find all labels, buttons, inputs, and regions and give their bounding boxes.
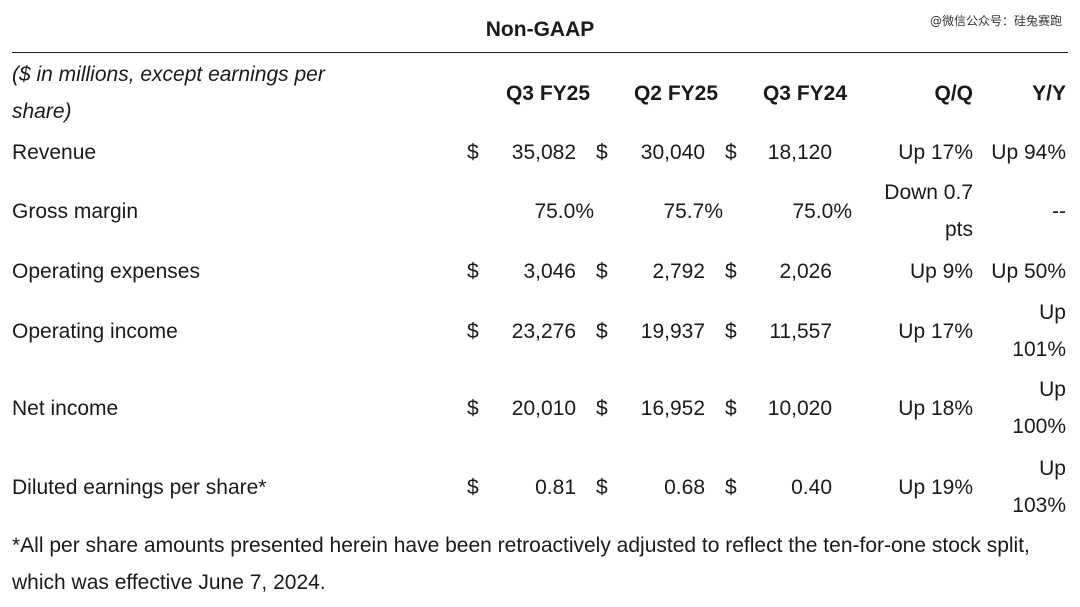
watermark: @微信公众号：硅兔赛跑: [929, 14, 1062, 28]
value-yy: Up 100%: [1012, 378, 1066, 438]
value-yy: Up 94%: [991, 141, 1066, 164]
currency-symbol: $: [596, 320, 608, 343]
value-yy: Up 101%: [1012, 301, 1066, 361]
value-q2fy25: 75.7%: [663, 200, 723, 223]
value-q2fy25: 2,792: [652, 260, 705, 283]
value-qq: Down 0.7 pts: [884, 181, 973, 241]
value-q3fy24: 18,120: [767, 141, 832, 164]
title-divider: [12, 52, 1068, 53]
table-title: Non-GAAP: [485, 18, 595, 41]
row-label-revenue: Revenue: [12, 141, 97, 164]
currency-symbol: $: [725, 141, 737, 164]
row-label-operating-expenses: Operating expenses: [12, 260, 200, 283]
row-label-gross-margin: Gross margin: [12, 200, 139, 223]
value-q3fy24: 2,026: [779, 260, 832, 283]
value-q3fy24: 0.40: [791, 476, 832, 499]
value-q2fy25: 16,952: [640, 397, 705, 420]
value-q3fy25: 0.81: [535, 476, 576, 499]
currency-symbol: $: [596, 141, 608, 164]
currency-symbol: $: [467, 260, 479, 283]
currency-symbol: $: [725, 320, 737, 343]
value-qq: Up 19%: [898, 476, 973, 499]
value-q3fy25: 20,010: [511, 397, 576, 420]
value-q3fy24: 11,557: [769, 320, 832, 343]
value-yy: Up 103%: [1012, 457, 1066, 517]
col-header-q3fy24: Q3 FY24: [762, 82, 848, 105]
value-q2fy25: 30,040: [640, 141, 705, 164]
currency-symbol: $: [467, 476, 479, 499]
row-label-diluted-eps: Diluted earnings per share*: [12, 476, 267, 499]
units-caption: ($ in millions, except earnings per shar…: [12, 63, 325, 123]
row-label-operating-income: Operating income: [12, 320, 178, 343]
currency-symbol: $: [596, 397, 608, 420]
currency-symbol: $: [725, 397, 737, 420]
currency-symbol: $: [725, 260, 737, 283]
currency-symbol: $: [596, 260, 608, 283]
currency-symbol: $: [467, 320, 479, 343]
value-q3fy25: 75.0%: [534, 200, 594, 223]
value-yy: Up 50%: [991, 260, 1066, 283]
col-header-qq: Q/Q: [934, 82, 973, 105]
currency-symbol: $: [467, 141, 479, 164]
value-qq: Up 18%: [898, 397, 973, 420]
col-header-yy: Y/Y: [1032, 82, 1066, 105]
value-qq: Up 9%: [909, 260, 973, 283]
value-qq: Up 17%: [898, 141, 973, 164]
row-label-net-income: Net income: [12, 397, 119, 420]
col-header-q2fy25: Q2 FY25: [633, 82, 719, 105]
value-qq: Up 17%: [898, 320, 973, 343]
footnote: *All per share amounts presented herein …: [12, 534, 1030, 594]
value-q3fy25: 35,082: [511, 141, 576, 164]
currency-symbol: $: [596, 476, 608, 499]
value-q2fy25: 19,937: [640, 320, 705, 343]
currency-symbol: $: [725, 476, 737, 499]
value-q3fy25: 3,046: [523, 260, 576, 283]
currency-symbol: $: [467, 397, 479, 420]
value-q3fy25: 23,276: [511, 320, 576, 343]
value-q3fy24: 10,020: [767, 397, 832, 420]
col-header-q3fy25: Q3 FY25: [505, 82, 591, 105]
value-yy: --: [1052, 200, 1066, 223]
value-q2fy25: 0.68: [664, 476, 705, 499]
value-q3fy24: 75.0%: [792, 200, 852, 223]
